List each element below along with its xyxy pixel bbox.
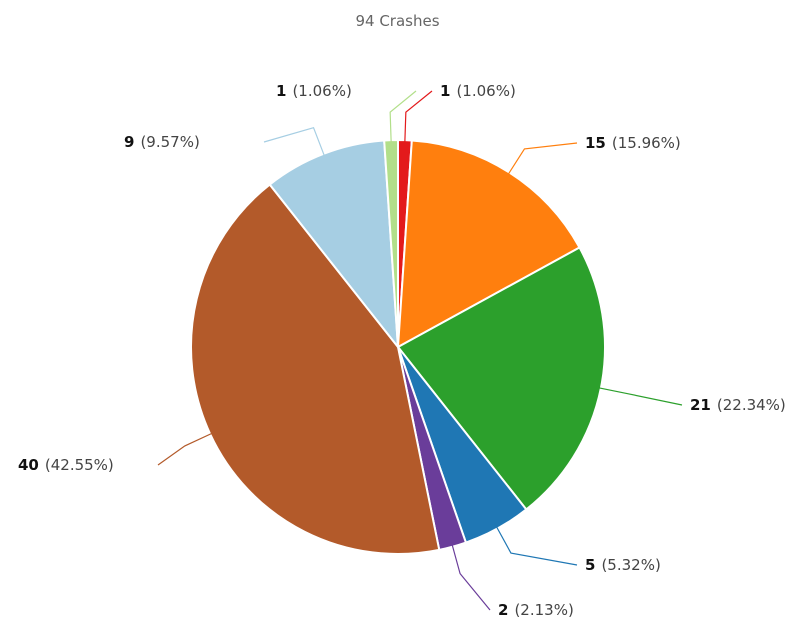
slice-percent: (22.34%) (717, 396, 786, 414)
slice-value: 2 (498, 601, 508, 619)
pie-slices (190, 138, 606, 555)
slice-value: 40 (18, 456, 39, 474)
slice-label: 1 (1.06%) (276, 82, 352, 100)
slice-label: 40 (42.55%) (18, 456, 114, 474)
label-leader-line (494, 522, 578, 566)
label-leader-line (505, 142, 578, 178)
slice-value: 5 (585, 556, 595, 574)
slice-percent: (1.06%) (292, 82, 351, 100)
label-leader-line (157, 431, 216, 466)
slice-label: 9 (9.57%) (124, 133, 200, 151)
label-leader-line (404, 90, 433, 147)
slice-value: 9 (124, 133, 134, 151)
chart-title: 94 Crashes (355, 12, 440, 30)
slice-value: 1 (276, 82, 286, 100)
label-leader-line (594, 386, 683, 406)
slice-label: 2 (2.13%) (498, 601, 574, 619)
slice-value: 1 (440, 82, 450, 100)
slice-label: 21 (22.34%) (690, 396, 786, 414)
slice-percent: (42.55%) (45, 456, 114, 474)
slice-percent: (15.96%) (612, 134, 681, 152)
label-leader-line (450, 540, 491, 611)
label-leader-line (389, 90, 417, 147)
slice-percent: (5.32%) (601, 556, 660, 574)
slice-value: 15 (585, 134, 606, 152)
pie-labels: 1 (1.06%) 15 (15.96%) 21 (22.34%) 5 (5.32%) 2 (2.… (18, 82, 786, 619)
label-leader-line (263, 126, 327, 160)
slice-label: 15 (15.96%) (585, 134, 681, 152)
slice-percent: (2.13%) (514, 601, 573, 619)
slice-percent: (1.06%) (456, 82, 515, 100)
slice-percent: (9.57%) (140, 133, 199, 151)
slice-label: 5 (5.32%) (585, 556, 661, 574)
slice-value: 21 (690, 396, 711, 414)
slice-label: 1 (1.06%) (440, 82, 516, 100)
